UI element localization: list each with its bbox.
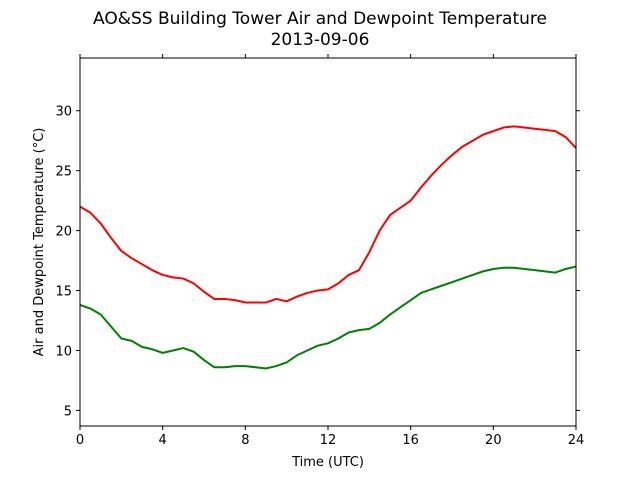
y-tick-label: 15 [55,285,72,300]
y-tick-label: 25 [55,165,72,180]
x-tick-label: 8 [241,433,249,448]
x-tick-label: 0 [76,433,84,448]
chart-title: AO&SS Building Tower Air and Dewpoint Te… [93,9,547,29]
x-tick-label: 4 [159,433,167,448]
series-line-1 [79,125,577,304]
y-axis-label: Air and Dewpoint Temperature (°C) [32,128,47,357]
y-tick-label: 30 [55,105,72,120]
x-tick-label: 16 [402,433,419,448]
tick-layer: 0 4 8 12 16 20 24 5 10 15 20 25 30 [55,54,584,448]
series-line-2 [79,265,577,370]
y-tick-label: 10 [55,344,72,359]
chart-subtitle: 2013-09-06 [271,30,370,50]
plot-frame [79,57,577,427]
y-tick-label: 5 [64,404,72,419]
y-tick-label: 20 [55,225,72,240]
x-tick-label: 24 [568,433,585,448]
x-tick-label: 20 [485,433,502,448]
x-tick-label: 12 [320,433,337,448]
series-layer [79,125,577,370]
x-axis-label: Time (UTC) [291,455,364,470]
